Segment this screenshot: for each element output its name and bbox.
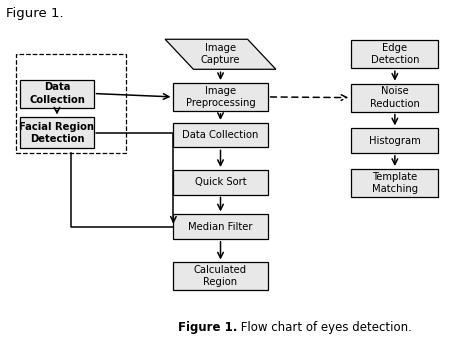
- Text: Figure 1.: Figure 1.: [6, 7, 64, 20]
- Text: Image
Preprocessing: Image Preprocessing: [186, 86, 255, 108]
- Text: Median Filter: Median Filter: [188, 222, 253, 232]
- Text: Template
Matching: Template Matching: [372, 172, 418, 194]
- Text: Facial Region
Detection: Facial Region Detection: [19, 121, 94, 144]
- FancyBboxPatch shape: [173, 83, 268, 111]
- FancyBboxPatch shape: [173, 170, 268, 194]
- FancyBboxPatch shape: [351, 84, 438, 111]
- Text: Edge
Detection: Edge Detection: [371, 43, 419, 65]
- FancyBboxPatch shape: [20, 79, 93, 108]
- FancyBboxPatch shape: [351, 40, 438, 68]
- Text: Noise
Reduction: Noise Reduction: [370, 86, 420, 109]
- Text: Flow chart of eyes detection.: Flow chart of eyes detection.: [237, 321, 412, 334]
- Polygon shape: [165, 39, 276, 69]
- FancyBboxPatch shape: [173, 214, 268, 239]
- FancyBboxPatch shape: [351, 169, 438, 197]
- Text: Quick Sort: Quick Sort: [195, 177, 246, 187]
- Text: Data
Collection: Data Collection: [29, 82, 85, 105]
- Text: Calculated
Region: Calculated Region: [194, 265, 247, 287]
- FancyBboxPatch shape: [173, 262, 268, 290]
- FancyBboxPatch shape: [173, 123, 268, 148]
- Text: Data Collection: Data Collection: [182, 130, 259, 140]
- Text: Image
Capture: Image Capture: [201, 43, 240, 65]
- FancyBboxPatch shape: [351, 128, 438, 153]
- FancyBboxPatch shape: [20, 117, 93, 148]
- Text: Figure 1.: Figure 1.: [178, 321, 237, 334]
- Text: Histogram: Histogram: [369, 136, 421, 146]
